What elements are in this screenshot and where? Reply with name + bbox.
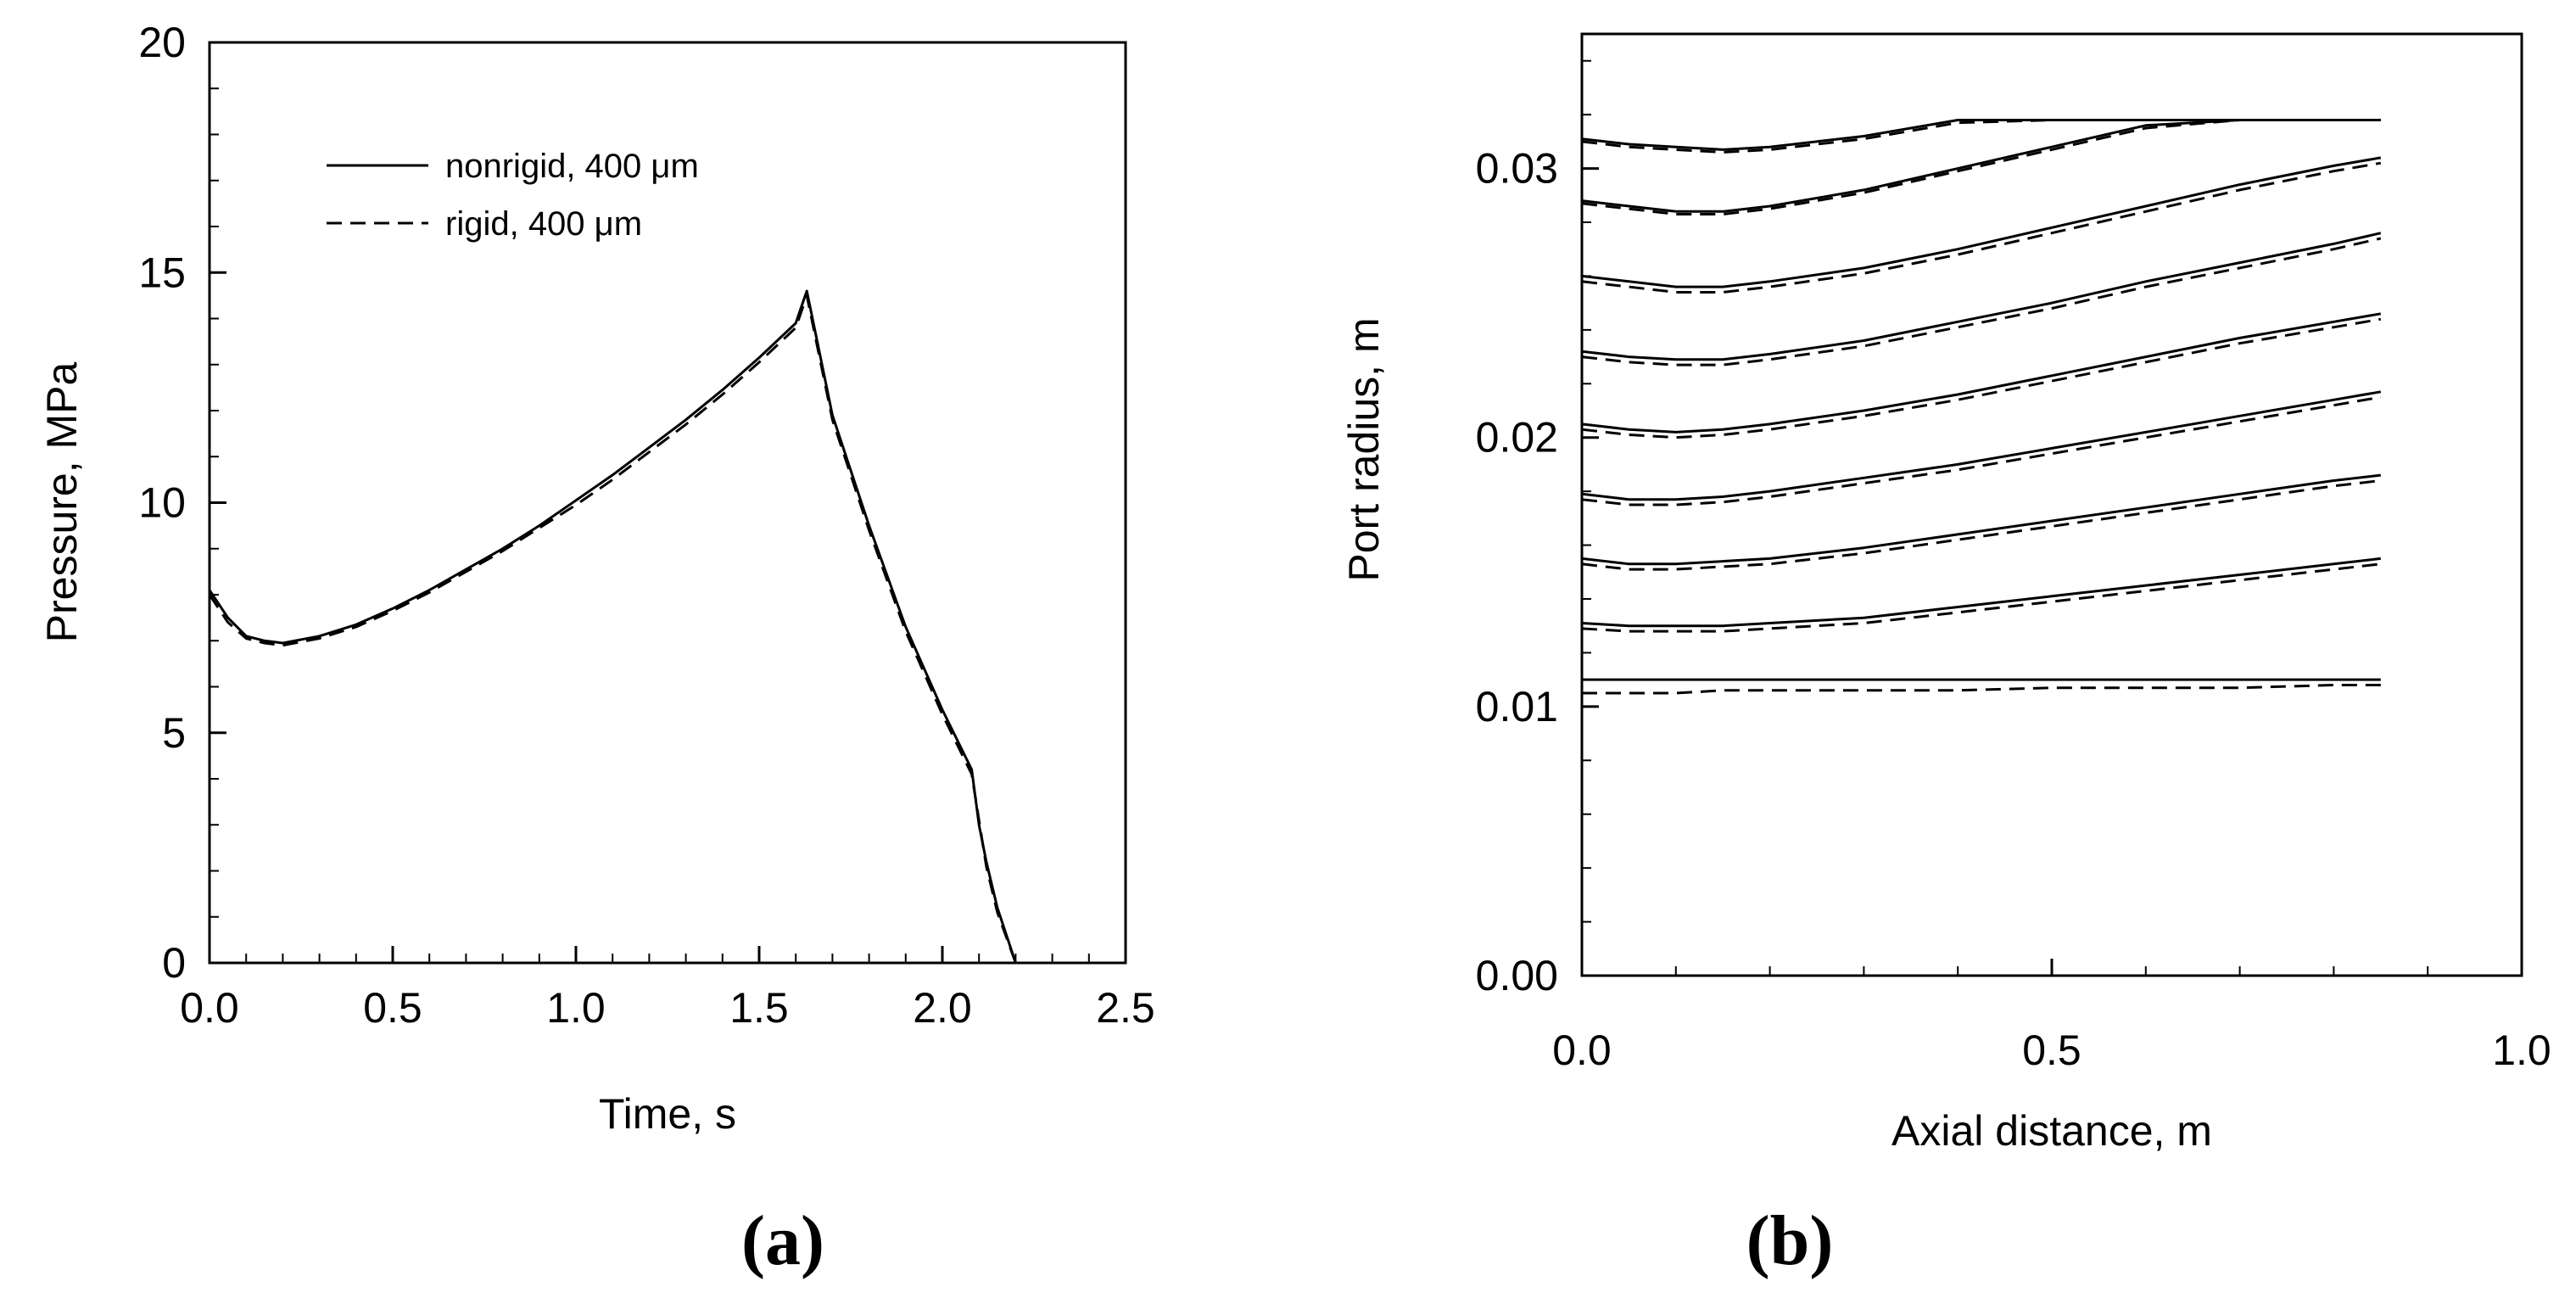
series-line-rigid-t2 xyxy=(1581,562,2381,633)
x-tick-label: 0.0 xyxy=(1552,1027,1612,1074)
series-line-rigid-t1 xyxy=(1582,684,2381,695)
panel-a-chart: 0.0 0.5 1.0 1.5 2.0 2.5 0 5 10 15 20 Time, s Press… xyxy=(38,19,1155,1280)
panel-b-label: (b) xyxy=(1746,1201,1834,1280)
y-tick-label: 10 xyxy=(138,479,186,527)
series-line-nonrigid-t6 xyxy=(1581,232,2382,361)
panel-b-frame xyxy=(1580,32,2523,977)
series-line-nonrigid-t7 xyxy=(1581,156,2382,288)
x-tick-label: 1.0 xyxy=(2492,1027,2551,1074)
x-tick-label: 2.5 xyxy=(1096,984,1155,1032)
panel-b-y-axis-title: Port radius, m xyxy=(1340,317,1388,581)
panel-a-series xyxy=(208,289,1017,964)
panel-a-legend: nonrigid, 400 μm rigid, 400 μm xyxy=(327,148,699,243)
series-line-nonrigid-t3 xyxy=(1581,473,2381,566)
x-tick-label: 2.0 xyxy=(913,984,972,1032)
legend-label-rigid: rigid, 400 μm xyxy=(445,205,642,243)
series-line-rigid-t4 xyxy=(1581,395,2382,506)
x-tick-label: 0.0 xyxy=(180,984,239,1032)
panel-b-ticks: 0.0 0.5 1.0 0.00 0.01 0.02 0.03 xyxy=(1476,59,2551,1074)
series-line-rigid-t3 xyxy=(1581,479,2381,571)
panel-a-x-axis-title: Time, s xyxy=(599,1090,736,1138)
x-tick-label: 1.0 xyxy=(546,984,606,1032)
series-line-nonrigid-t9 xyxy=(1581,119,2381,151)
y-tick-label: 5 xyxy=(162,709,186,757)
series-line-rigid-400-m xyxy=(208,294,1017,964)
x-tick-label: 0.5 xyxy=(2022,1027,2081,1074)
panel-a-label: (a) xyxy=(741,1201,824,1280)
y-tick-label: 0.00 xyxy=(1476,952,1558,999)
series-line-nonrigid-t5 xyxy=(1581,312,2382,434)
panel-a-ticks: 0.0 0.5 1.0 1.5 2.0 2.5 0 5 10 15 20 xyxy=(138,19,1154,1032)
series-line-rigid-t8 xyxy=(1581,119,2381,215)
panel-b-series xyxy=(1581,119,2382,695)
y-tick-label: 20 xyxy=(138,19,186,66)
y-tick-label: 0.01 xyxy=(1476,683,1558,730)
series-line-rigid-t9 xyxy=(1581,119,2381,154)
y-tick-label: 0 xyxy=(162,939,186,987)
x-tick-label: 0.5 xyxy=(363,984,422,1032)
panel-b-x-axis-title: Axial distance, m xyxy=(1891,1107,2212,1155)
panel-a-y-axis-title: Pressure, MPa xyxy=(38,361,86,642)
x-tick-label: 1.5 xyxy=(729,984,789,1032)
series-line-nonrigid-t2 xyxy=(1581,557,2381,628)
y-tick-label: 0.03 xyxy=(1476,145,1558,193)
legend-label-nonrigid: nonrigid, 400 μm xyxy=(445,148,699,185)
y-tick-label: 0.02 xyxy=(1476,414,1558,462)
series-line-nonrigid-t4 xyxy=(1581,390,2382,501)
series-line-nonrigid-400-m xyxy=(208,289,1017,964)
panel-b-chart: 0.0 0.5 1.0 0.00 0.01 0.02 0.03 Axial distance… xyxy=(1340,32,2551,1280)
series-line-rigid-t5 xyxy=(1581,317,2382,439)
series-line-rigid-t7 xyxy=(1581,161,2382,294)
y-tick-label: 15 xyxy=(138,249,186,296)
